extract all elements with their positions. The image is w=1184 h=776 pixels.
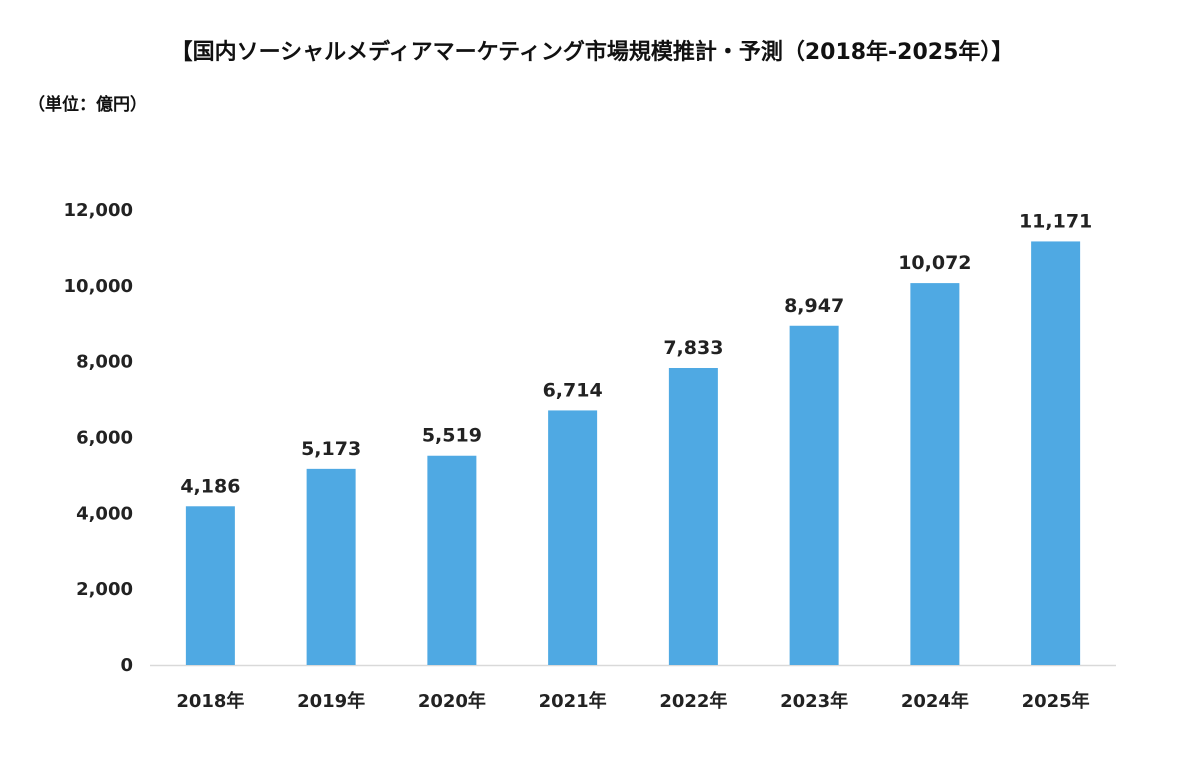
y-tick-label: 8,000 [76, 352, 133, 373]
x-tick-label: 2018年 [176, 690, 244, 712]
x-tick-label: 2023年 [780, 690, 848, 712]
y-tick-label: 6,000 [76, 428, 133, 449]
bar [185, 506, 235, 665]
value-labels: 4,186 5,173 5,519 6,714 7,833 8,947 10,072 11,1… [180, 210, 1092, 497]
bar [427, 455, 477, 665]
y-tick-label: 4,000 [76, 503, 133, 524]
x-tick-label: 2022年 [659, 690, 727, 712]
x-tick-label: 2021年 [539, 690, 607, 712]
category-labels: 2018年 2019年 2020年 2021年 2022年 2023年 2024年 2025年 [176, 690, 1089, 712]
data-label: 11,171 [1019, 210, 1092, 232]
y-tick-label: 10,000 [64, 276, 133, 297]
chart-title: 【国内ソーシャルメディアマーケティング市場規模推計・予測（2018年-2025年… [170, 40, 1014, 65]
y-tick-label: 12,000 [64, 200, 133, 221]
unit-label: （単位：億円） [28, 95, 147, 115]
data-label: 10,072 [898, 252, 971, 274]
data-label: 5,519 [422, 425, 482, 447]
data-label: 8,947 [784, 295, 844, 317]
data-label: 4,186 [180, 475, 240, 497]
x-tick-label: 2020年 [418, 690, 486, 712]
bar [1031, 241, 1081, 665]
x-tick-label: 2024年 [901, 690, 969, 712]
data-label: 6,714 [543, 379, 603, 401]
bar [548, 410, 598, 665]
y-tick-label: 0 [120, 655, 133, 676]
bar [668, 367, 718, 665]
bar [789, 325, 839, 665]
y-tick-label: 2,000 [76, 579, 133, 600]
data-label: 7,833 [663, 337, 723, 359]
x-tick-label: 2019年 [297, 690, 365, 712]
bars [185, 241, 1081, 665]
data-label: 5,173 [301, 438, 361, 460]
y-axis-labels: 0 2,000 4,000 6,000 8,000 10,000 12,000 [64, 200, 133, 676]
bar [306, 468, 356, 665]
x-tick-label: 2025年 [1022, 690, 1090, 712]
bar [910, 283, 960, 665]
